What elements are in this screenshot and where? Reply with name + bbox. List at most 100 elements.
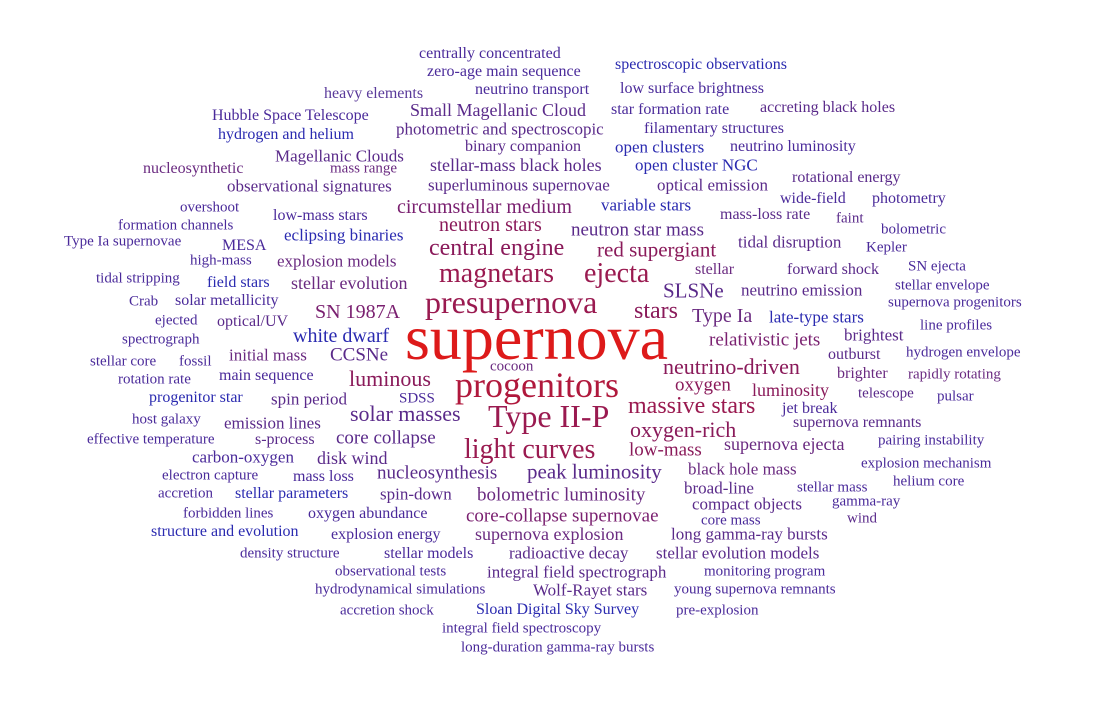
word-wind: wind xyxy=(847,510,877,527)
word-hydrogen-envelope: hydrogen envelope xyxy=(906,344,1021,361)
word-relativistic-jets: relativistic jets xyxy=(709,329,821,351)
word-filamentary-structures: filamentary structures xyxy=(644,120,784,137)
word-stellar: stellar xyxy=(695,261,735,278)
word-binary-companion: binary companion xyxy=(465,138,581,155)
word-wolf-rayet-stars: Wolf-Rayet stars xyxy=(533,580,648,600)
word-supernova: supernova xyxy=(405,302,669,373)
word-sdss: SDSS xyxy=(399,390,435,407)
word-brightest: brightest xyxy=(844,325,904,345)
word-stellar-envelope: stellar envelope xyxy=(895,277,990,294)
word-massive-stars: massive stars xyxy=(628,393,756,419)
word-stellar-evolution: stellar evolution xyxy=(291,273,408,293)
word-light-curves: light curves xyxy=(464,434,596,465)
word-long-duration-gamma-ray-bursts: long-duration gamma-ray bursts xyxy=(461,639,655,656)
word-spectroscopic-observations: spectroscopic observations xyxy=(615,56,787,73)
word-emission-lines: emission lines xyxy=(224,413,321,433)
word-tidal-stripping: tidal stripping xyxy=(96,270,180,287)
word-outburst: outburst xyxy=(828,346,881,363)
word-pre-explosion: pre-explosion xyxy=(676,602,759,619)
word-stellar-core: stellar core xyxy=(90,353,157,370)
word-disk-wind: disk wind xyxy=(317,448,388,468)
word-fossil: fossil xyxy=(179,353,212,370)
word-integral-field-spectrograph: integral field spectrograph xyxy=(487,562,667,582)
word-wide-field: wide-field xyxy=(780,190,846,207)
word-brighter: brighter xyxy=(837,365,888,382)
word-rotation-rate: rotation rate xyxy=(118,371,191,388)
word-oxygen-rich: oxygen-rich xyxy=(630,417,737,442)
word-mass-loss-rate: mass-loss rate xyxy=(720,206,811,223)
word-neutrino-emission: neutrino emission xyxy=(741,280,863,300)
word-high-mass: high-mass xyxy=(190,252,252,269)
word-core-mass: core mass xyxy=(701,512,761,529)
word-supernova-progenitors: supernova progenitors xyxy=(888,294,1022,311)
word-neutron-star-mass: neutron star mass xyxy=(571,219,704,241)
word-rapidly-rotating: rapidly rotating xyxy=(908,366,1001,383)
word-faint: faint xyxy=(836,210,864,227)
word-young-supernova-remnants: young supernova remnants xyxy=(674,581,836,598)
word-ccsne: CCSNe xyxy=(330,344,389,366)
word-neutrino-driven: neutrino-driven xyxy=(663,354,800,379)
word-superluminous-supernovae: superluminous supernovae xyxy=(428,175,610,195)
word-sloan-digital-sky-survey: Sloan Digital Sky Survey xyxy=(476,601,640,618)
word-photometry: photometry xyxy=(872,190,946,207)
word-hydrodynamical-simulations: hydrodynamical simulations xyxy=(315,581,486,598)
word-open-cluster-ngc: open cluster NGC xyxy=(635,155,758,175)
word-radioactive-decay: radioactive decay xyxy=(509,543,629,563)
word-luminous: luminous xyxy=(349,366,431,391)
word-eclipsing-binaries: eclipsing binaries xyxy=(284,225,404,245)
word-rotational-energy: rotational energy xyxy=(792,169,901,186)
word-ejecta: ejecta xyxy=(584,258,650,289)
word-long-gamma-ray-bursts: long gamma-ray bursts xyxy=(671,524,828,544)
word-red-supergiant: red supergiant xyxy=(597,237,717,262)
word-photometric-and-spectroscopic: photometric and spectroscopic xyxy=(396,119,604,139)
word-late-type-stars: late-type stars xyxy=(769,307,864,327)
word-compact-objects: compact objects xyxy=(692,494,802,514)
word-pulsar: pulsar xyxy=(937,388,974,405)
word-telescope: telescope xyxy=(858,385,914,402)
word-nucleosynthesis: nucleosynthesis xyxy=(377,462,498,484)
word-variable-stars: variable stars xyxy=(601,195,692,215)
word-presupernova: presupernova xyxy=(425,284,598,320)
word-mesa: MESA xyxy=(222,237,267,254)
word-tidal-disruption: tidal disruption xyxy=(738,232,842,252)
word-neutrino-luminosity: neutrino luminosity xyxy=(730,138,856,155)
word-main-sequence: main sequence xyxy=(219,367,314,384)
word-solar-masses: solar masses xyxy=(350,401,461,426)
word-stellar-models: stellar models xyxy=(384,545,474,562)
word-s-process: s-process xyxy=(255,431,315,448)
word-type-ia: Type Ia xyxy=(692,305,753,327)
word-initial-mass: initial mass xyxy=(229,345,307,365)
word-jet-break: jet break xyxy=(782,400,838,417)
word-luminosity: luminosity xyxy=(752,380,830,400)
word-circumstellar-medium: circumstellar medium xyxy=(397,196,572,218)
word-progenitor-star: progenitor star xyxy=(149,389,243,406)
word-observational-signatures: observational signatures xyxy=(227,176,392,196)
word-accretion-shock: accretion shock xyxy=(340,602,434,619)
word-density-structure: density structure xyxy=(240,545,340,562)
word-progenitors: progenitors xyxy=(455,365,619,405)
word-stellar-mass: stellar mass xyxy=(797,479,868,496)
word-spectrograph: spectrograph xyxy=(122,331,200,348)
word-host-galaxy: host galaxy xyxy=(132,411,201,428)
word-spin-down: spin-down xyxy=(380,484,452,504)
word-ejected: ejected xyxy=(155,312,198,329)
word-core-collapse: core collapse xyxy=(336,427,436,449)
word-stellar-evolution-models: stellar evolution models xyxy=(656,543,820,563)
word-stellar-mass-black-holes: stellar-mass black holes xyxy=(430,155,602,175)
word-field-stars: field stars xyxy=(207,274,270,291)
word-monitoring-program: monitoring program xyxy=(704,563,826,580)
word-optical-uv: optical/UV xyxy=(217,313,289,330)
word-overshoot: overshoot xyxy=(180,199,240,216)
word-central-engine: central engine xyxy=(429,235,565,261)
word-nucleosynthetic: nucleosynthetic xyxy=(143,160,244,177)
word-black-hole-mass: black hole mass xyxy=(688,459,797,479)
word-zero-age-main-sequence: zero-age main sequence xyxy=(427,63,581,80)
word-crab: Crab xyxy=(129,293,159,310)
word-integral-field-spectroscopy: integral field spectroscopy xyxy=(442,620,602,637)
word-peak-luminosity: peak luminosity xyxy=(527,459,662,484)
word-heavy-elements: heavy elements xyxy=(324,85,424,102)
word-formation-channels: formation channels xyxy=(118,217,234,234)
word-white-dwarf: white dwarf xyxy=(293,325,390,347)
word-centrally-concentrated: centrally concentrated xyxy=(419,45,561,62)
word-supernova-remnants: supernova remnants xyxy=(793,414,922,431)
